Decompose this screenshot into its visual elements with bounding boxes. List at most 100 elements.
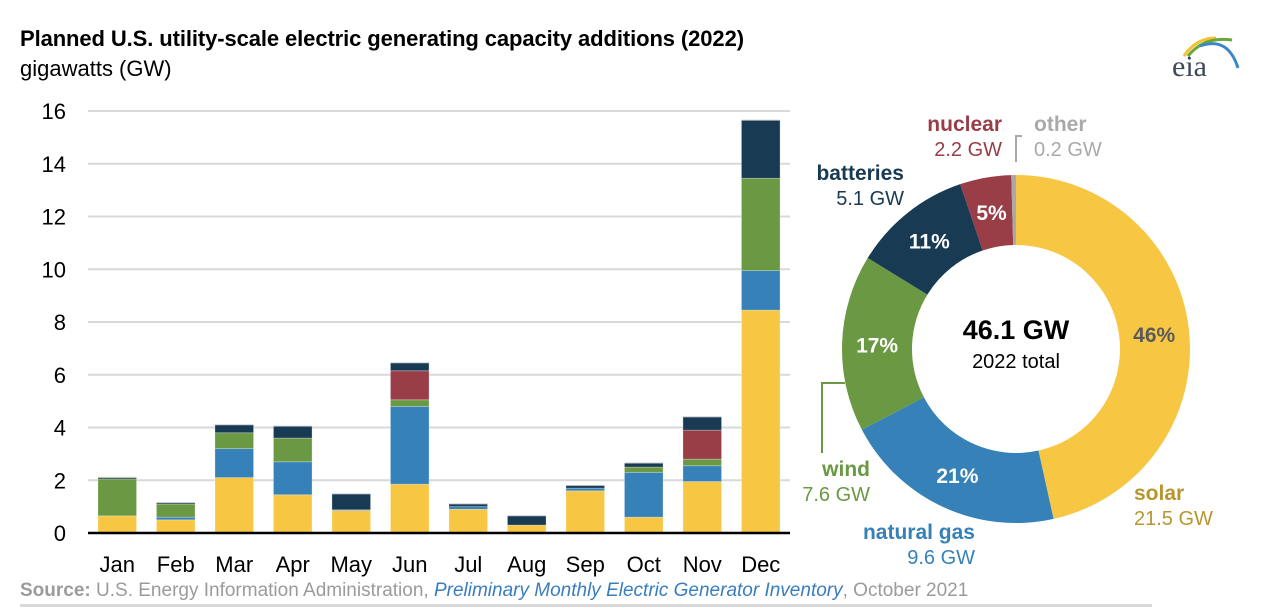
donut-legend-solar: solar 21.5 GW (1134, 482, 1213, 530)
bar-segment-nuclear (682, 429, 722, 460)
bar-stack-dec (741, 119, 781, 534)
source-date: , October 2021 (842, 580, 969, 601)
category-name: wind (821, 458, 870, 481)
donut-percent-label: 5% (976, 202, 1007, 225)
bar-stack-aug (507, 514, 547, 534)
eia-logo-text: eia (1172, 50, 1207, 82)
donut-slice-solar (1016, 175, 1190, 519)
x-tick-label: Aug (507, 552, 546, 577)
bar-segment-natural-gas (682, 465, 722, 482)
bar-segment-solar (390, 483, 430, 534)
donut-percent-label: 46% (1133, 324, 1175, 347)
bar-segment-batteries (682, 416, 722, 431)
donut-slice-batteries (867, 184, 983, 295)
x-tick-label: Sep (566, 552, 605, 577)
bar-segment-wind (214, 432, 254, 449)
donut-percent-label: 21% (936, 465, 978, 488)
source-org: U.S. Energy Information Administration, (90, 580, 434, 601)
x-tick-label: Jan (100, 552, 135, 577)
donut-labels: 46% 21% 17% 11% 5% solar 21.5 GW natural gas 9.6… (802, 113, 1213, 569)
category-name: other (1034, 113, 1087, 136)
bar-segment-wind (682, 458, 722, 467)
bar-stack-feb (156, 501, 196, 534)
bar-segment-other (390, 361, 430, 364)
bar-segment-batteries (273, 425, 313, 439)
bar-segment-other (331, 493, 371, 495)
bar-stack-may (331, 493, 371, 534)
y-tick-label: 2 (54, 468, 66, 493)
x-tick-label: Oct (627, 552, 661, 577)
gridlines (88, 110, 790, 482)
donut-center-total: 46.1 GW (963, 315, 1070, 345)
bar-stack-oct (624, 462, 664, 534)
bar-segment-other (448, 503, 488, 505)
bar-segment-wind (741, 177, 781, 271)
source-publication-link[interactable]: Preliminary Monthly Electric Generator I… (433, 580, 843, 601)
x-tick-label: Feb (157, 552, 195, 577)
category-name: solar (1134, 482, 1184, 505)
bar-segment-natural-gas (214, 448, 254, 479)
x-tick-label: Jul (454, 552, 482, 577)
donut-slice-other (1011, 175, 1016, 246)
category-value: 5.1 GW (836, 188, 904, 210)
donut-legend-batteries: batteries 5.1 GW (816, 162, 904, 210)
x-axis-ticks: Jan Feb Mar Apr May Jun Jul Aug Sep Oct Nov Dec (100, 552, 781, 577)
donut-legend-other: other 0.2 GW (1034, 113, 1102, 161)
bar-segment-solar (214, 477, 254, 534)
other-leader-line (1015, 135, 1022, 162)
y-tick-label: 4 (54, 416, 66, 441)
bar-segment-solar (97, 515, 137, 534)
bar-stack-jan (97, 476, 137, 534)
bar-segment-batteries (331, 493, 371, 511)
y-tick-label: 14 (42, 152, 66, 177)
bar-segment-solar (624, 516, 664, 534)
bar-segment-other (624, 462, 664, 464)
source-label: Source: (20, 580, 91, 601)
bar-segment-other (565, 484, 605, 486)
x-tick-label: Mar (215, 552, 253, 577)
bar-segment-natural-gas (390, 405, 430, 485)
bar-segment-wind (273, 437, 313, 463)
bar-segment-nuclear (390, 370, 430, 401)
x-tick-label: Apr (276, 552, 310, 577)
category-value: 9.6 GW (907, 547, 975, 569)
stacked-bars (97, 119, 781, 534)
bar-stack-sep (565, 484, 605, 534)
y-tick-label: 10 (42, 257, 66, 282)
category-name: nuclear (927, 113, 1002, 136)
bar-stack-mar (214, 423, 254, 534)
bar-segment-other (273, 425, 313, 427)
bar-segment-natural-gas (741, 270, 781, 311)
donut-legend-nuclear: nuclear 2.2 GW (927, 113, 1002, 161)
bar-segment-batteries (390, 362, 430, 372)
donut-percent-label: 17% (856, 334, 898, 357)
bar-segment-solar (741, 309, 781, 534)
bar-segment-wind (97, 478, 137, 517)
category-name: natural gas (863, 521, 975, 544)
y-axis-ticks: 0 2 4 6 8 10 12 14 16 (42, 99, 66, 546)
bar-segment-other (741, 119, 781, 121)
bar-stack-jun (390, 361, 430, 534)
bar-segment-solar (156, 519, 196, 534)
donut-legend-natural-gas: natural gas 9.6 GW (863, 521, 975, 569)
donut-legend-wind: wind 7.6 GW (802, 458, 870, 506)
footer-divider (20, 604, 1152, 607)
y-tick-label: 12 (42, 205, 66, 230)
bar-segment-wind (390, 399, 430, 407)
category-value: 21.5 GW (1134, 508, 1213, 530)
donut-slice-wind (841, 257, 928, 430)
bar-segment-solar (682, 481, 722, 534)
x-tick-label: Nov (683, 552, 722, 577)
category-value: 2.2 GW (934, 139, 1002, 161)
bar-segment-solar (565, 490, 605, 534)
source-note: Source: U.S. Energy Information Administ… (20, 580, 968, 602)
wind-leader-line (821, 382, 845, 453)
bar-segment-other (214, 423, 254, 426)
y-tick-label: 8 (54, 310, 66, 335)
bar-segment-other (507, 514, 547, 517)
y-tick-label: 6 (54, 363, 66, 388)
eia-logo-icon: eia (1172, 36, 1240, 82)
chart-subtitle: gigawatts (GW) (20, 56, 172, 81)
bar-segment-batteries (214, 424, 254, 434)
category-name: batteries (816, 162, 904, 185)
